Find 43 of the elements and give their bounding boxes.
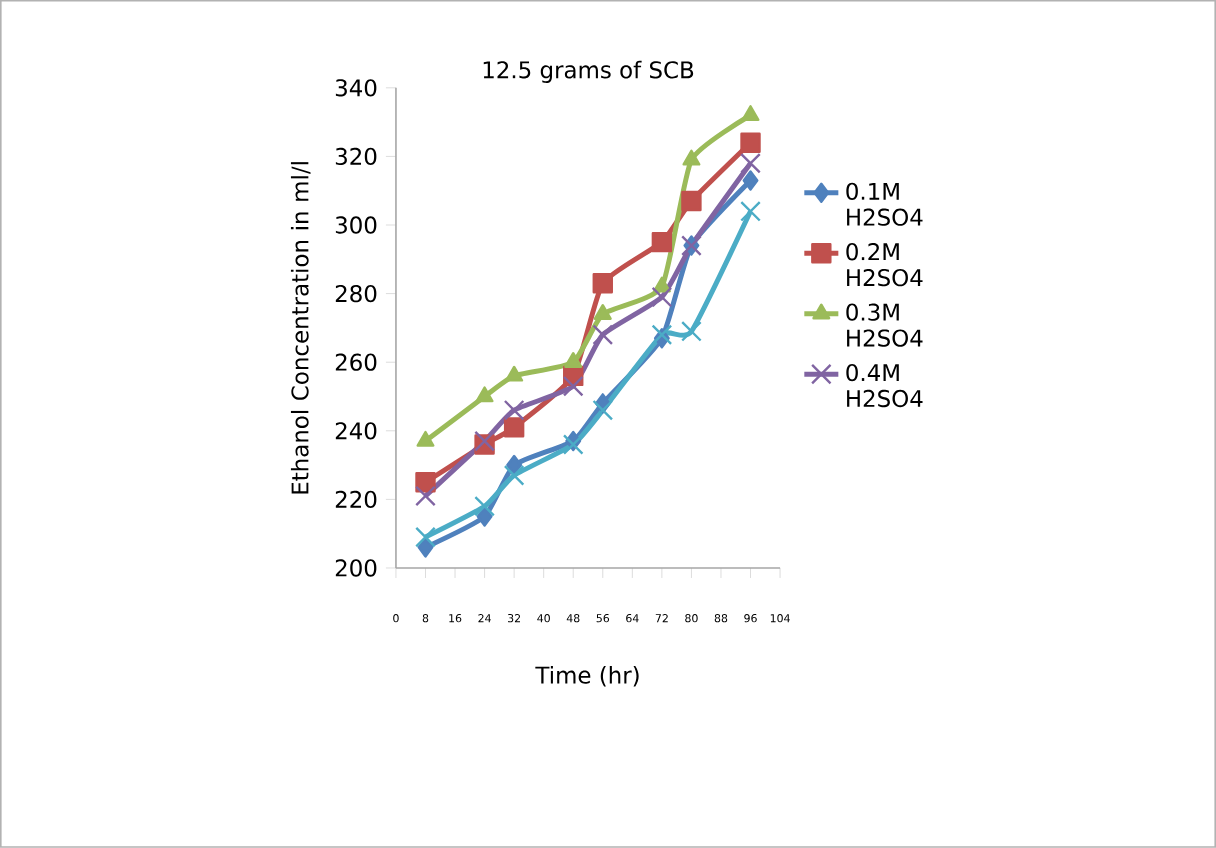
point	[741, 105, 760, 122]
x-axis-title: Time (hr)	[535, 666, 639, 687]
point	[503, 417, 525, 438]
y-axis-title: Ethanol Concentration in ml/l	[290, 162, 311, 494]
y-tick-label: 240	[335, 422, 377, 440]
point	[416, 430, 435, 447]
legend-label: 0.2M H2SO4	[846, 243, 923, 287]
point	[503, 465, 525, 486]
point	[564, 352, 583, 368]
point	[506, 454, 523, 476]
point	[682, 149, 701, 166]
point	[592, 324, 614, 346]
point	[415, 485, 436, 507]
legend-label: 0.4M H2SO4	[846, 363, 923, 408]
point	[651, 286, 673, 308]
point	[505, 365, 524, 382]
point	[417, 537, 434, 558]
y-tick-label: 200	[335, 559, 377, 577]
point	[651, 232, 673, 253]
point	[740, 200, 761, 222]
point	[740, 132, 761, 153]
y-tick-label: 280	[335, 285, 377, 303]
point	[593, 304, 612, 320]
point	[592, 399, 614, 421]
point	[474, 495, 495, 517]
point	[503, 399, 525, 421]
legend-label: 0.3M H2SO4	[846, 303, 923, 347]
y-tick-label: 320	[335, 147, 377, 166]
y-tick-label: 340	[335, 79, 377, 97]
y-tick-label: 300	[335, 216, 377, 234]
point	[681, 190, 702, 212]
point	[740, 152, 761, 174]
y-tick-label: 260	[335, 353, 377, 371]
point	[592, 273, 613, 294]
point	[681, 321, 702, 342]
y-tick-label: 220	[335, 490, 377, 509]
point	[562, 375, 584, 397]
point	[415, 526, 436, 548]
point	[476, 506, 493, 527]
point	[742, 170, 759, 191]
point	[475, 386, 494, 403]
legend-label: 0.1M H2SO4	[846, 182, 923, 226]
chart-title: 12.5 grams of SCB	[483, 60, 694, 83]
